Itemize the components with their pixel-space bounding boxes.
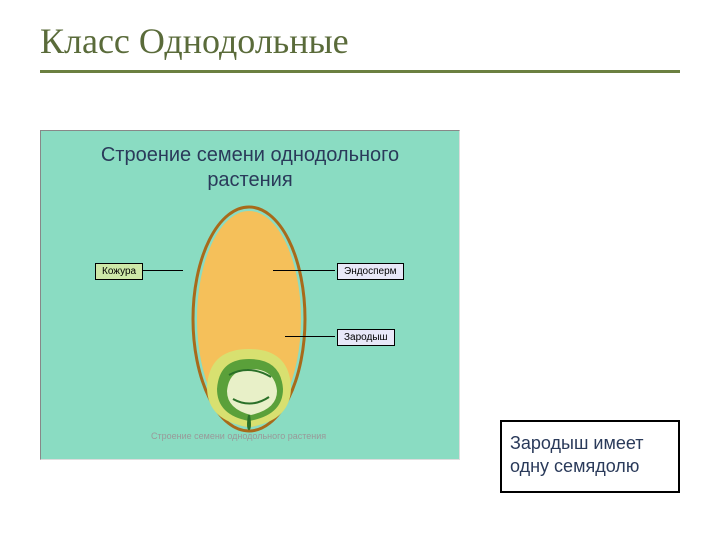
note-box: Зародыш имеет одну семядолю bbox=[500, 420, 680, 493]
diagram-panel: Строение семени однодольного растения Ко… bbox=[40, 130, 460, 460]
diagram-title: Строение семени однодольного растения bbox=[41, 131, 459, 201]
leader-endosperm bbox=[273, 270, 335, 271]
leader-kozhura bbox=[143, 270, 183, 271]
label-endosperm: Эндосперм bbox=[337, 263, 404, 280]
title-underline bbox=[40, 70, 680, 73]
note-line2: одну семядолю bbox=[510, 455, 670, 478]
leader-zarodysh bbox=[285, 336, 335, 337]
label-zarodysh: Зародыш bbox=[337, 329, 395, 346]
note-line1: Зародыш имеет bbox=[510, 432, 670, 455]
slide-title-block: Класс Однодольные bbox=[40, 20, 680, 73]
label-kozhura: Кожура bbox=[95, 263, 143, 280]
diagram-caption: Строение семени однодольного растения bbox=[151, 431, 326, 441]
seed-diagram bbox=[169, 199, 329, 439]
diagram-area: Кожура Эндосперм Зародыш Строение семени… bbox=[41, 201, 459, 449]
slide-title: Класс Однодольные bbox=[40, 20, 680, 62]
